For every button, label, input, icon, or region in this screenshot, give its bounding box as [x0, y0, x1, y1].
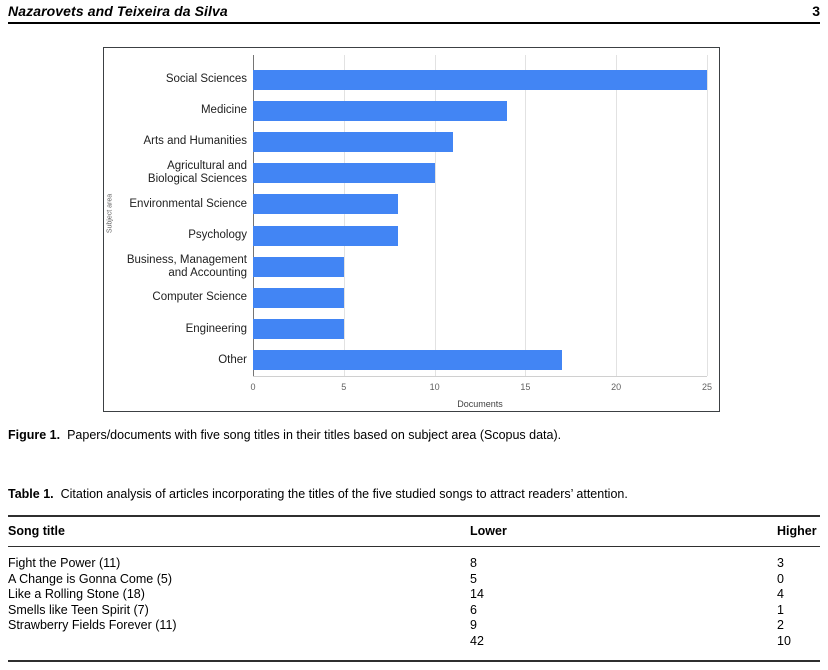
chart-rows: Social Sciences Medicine Arts and Humaniti…	[104, 64, 707, 376]
table-cell: 8	[470, 556, 477, 570]
chart-x-tick-label: 0	[250, 382, 256, 392]
chart-category-label: Social Sciences	[165, 73, 247, 86]
chart-row: Engineering	[104, 314, 707, 345]
table-cell: 1	[777, 602, 784, 617]
chart-bar	[253, 131, 453, 152]
chart-plot-area	[253, 55, 708, 377]
chart-bar-track	[253, 100, 707, 121]
chart-row: Environmental Science	[104, 189, 707, 220]
table-cell: 10	[777, 633, 791, 648]
chart-row: Other	[104, 345, 707, 376]
column-header: Lower	[470, 516, 777, 547]
chart-gridline	[434, 55, 436, 376]
table-cell: 6	[470, 602, 477, 617]
chart-row: Medicine	[104, 95, 707, 126]
chart-category-label: Engineering	[185, 322, 247, 335]
chart-category-label: Agricultural and Biological Sciences	[147, 160, 247, 186]
column-header: Song title	[8, 516, 470, 547]
citation-table-wrap: Song title Lower Higher Fight the Power (1…	[8, 515, 820, 662]
chart-x-tick-label: 5	[341, 382, 347, 392]
chart-bar	[253, 225, 399, 246]
table-row: Fight the Power (11) 8 3	[8, 547, 820, 572]
chart-bar-track	[253, 350, 707, 371]
chart-bar-track	[253, 131, 707, 152]
chart-bar	[253, 69, 707, 90]
running-title: Nazarovets and Teixeira da Silva	[8, 3, 228, 19]
table-cell: 14	[470, 587, 484, 602]
table-row: Strawberry Fields Forever (11) 9 2	[8, 618, 820, 634]
table-body: Fight the Power (11) 8 3 A Change is Gonna …	[8, 547, 820, 661]
chart-bar	[253, 163, 435, 184]
chart-x-axis-ticks: 0 5 10 15 20 25	[250, 382, 712, 394]
table-caption-text: Citation analysis of articles incorporat…	[60, 487, 628, 501]
table-caption: Table 1. Citation analysis of articles in…	[8, 486, 820, 502]
table-cell: 3	[777, 556, 784, 570]
chart-category-label: Psychology	[188, 229, 247, 242]
table-cell: A Change is Gonna Come (5)	[8, 571, 172, 586]
chart-bar-track	[253, 194, 707, 215]
chart-category-label: Business, Management and Accounting	[126, 253, 247, 279]
chart-bar-track	[253, 69, 707, 90]
chart-bar	[253, 287, 344, 308]
figure-caption-text: Papers/documents with five song titles i…	[67, 428, 562, 442]
chart-bar	[253, 319, 344, 340]
chart-x-tick-label: 25	[701, 382, 712, 392]
table-cell: Like a Rolling Stone (18)	[8, 587, 145, 602]
chart-bar-track	[253, 256, 707, 277]
chart-gridline	[616, 55, 618, 376]
table-row: Smells like Teen Spirit (7) 6 1	[8, 603, 820, 619]
table-row: A Change is Gonna Come (5) 5 0	[8, 572, 820, 588]
chart-row: Computer Science	[104, 282, 707, 313]
chart-gridline	[707, 55, 708, 376]
chart-category-label: Arts and Humanities	[143, 135, 247, 148]
table-cell: 42	[470, 633, 484, 648]
chart-bar-track	[253, 287, 707, 308]
chart-category-label: Medicine	[200, 104, 247, 117]
chart-category-label: Other	[218, 353, 247, 366]
chart-category-label: Environmental Science	[129, 197, 247, 210]
running-head: Nazarovets and Teixeira da Silva 3	[8, 3, 820, 19]
chart-row: Arts and Humanities	[104, 126, 707, 157]
chart-bar-track	[253, 319, 707, 340]
figure-1-chart: Subject area Social Sciences Medicine Arts…	[103, 47, 720, 412]
chart-x-tick-label: 15	[520, 382, 531, 392]
chart-bar	[253, 194, 399, 215]
chart-x-tick-label: 20	[611, 382, 622, 392]
chart-bar	[253, 256, 344, 277]
chart-bar-track	[253, 163, 707, 184]
chart-zero-line	[253, 55, 254, 376]
table-cell: 0	[777, 571, 784, 586]
table-cell: 4	[777, 587, 784, 602]
chart-bar	[253, 350, 562, 371]
chart-row: Agricultural and Biological Sciences	[104, 158, 707, 189]
chart-category-label: Computer Science	[152, 291, 247, 304]
chart-gridline	[343, 55, 345, 376]
table-cell: 2	[777, 618, 784, 633]
table-header-row: Song title Lower Higher	[8, 516, 820, 547]
table-cell: Fight the Power (11)	[8, 556, 121, 570]
chart-row: Social Sciences	[104, 64, 707, 95]
chart-row: Psychology	[104, 220, 707, 251]
chart-x-tick-label: 10	[429, 382, 440, 392]
chart-x-axis-label: Documents	[457, 399, 503, 409]
table-cell: Smells like Teen Spirit (7)	[8, 602, 149, 617]
chart-bar	[253, 100, 508, 121]
chart-row: Business, Management and Accounting	[104, 251, 707, 282]
table-caption-label: Table 1.	[8, 487, 54, 501]
header-rule	[8, 22, 820, 24]
table-cell: 9	[470, 618, 477, 633]
table-row: 42 10	[8, 634, 820, 661]
figure-caption: Figure 1. Papers/documents with five song…	[8, 427, 820, 443]
table-row: Like a Rolling Stone (18) 14 4	[8, 587, 820, 603]
table-cell: Strawberry Fields Forever (11)	[8, 618, 177, 633]
figure-caption-label: Figure 1.	[8, 428, 61, 442]
page-number: 3	[812, 3, 820, 19]
table-cell: 5	[470, 571, 477, 586]
table-cell	[8, 634, 470, 661]
column-header: Higher	[777, 516, 820, 547]
citation-table: Song title Lower Higher Fight the Power (1…	[8, 515, 820, 662]
chart-bar-track	[253, 225, 707, 246]
chart-gridline	[525, 55, 527, 376]
